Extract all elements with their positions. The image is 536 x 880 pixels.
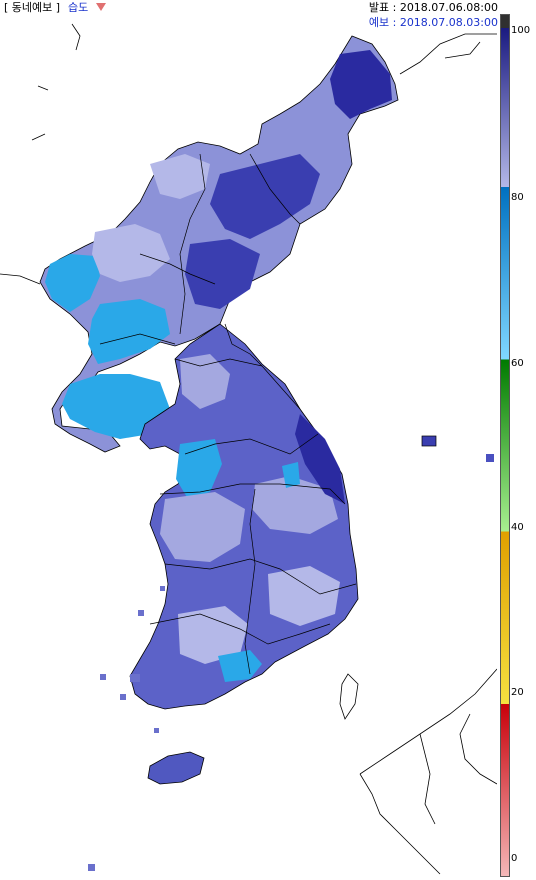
- jeju-island: [147, 751, 205, 785]
- humidity-patch-light-sk1: [180, 354, 230, 409]
- dokdo-island: [486, 454, 494, 462]
- humidity-patch-light-sk5: [178, 606, 248, 664]
- valid-time-label: 예보 : 2018.07.08.03:00: [368, 16, 498, 29]
- humidity-patch-cyan-nw: [45, 254, 100, 312]
- humidity-patch-cyan-w: [88, 299, 170, 364]
- japan-coastline: [339, 668, 497, 875]
- southwest-islands: [88, 586, 165, 871]
- issued-time-label: 발표 : 2018.07.06.08:00: [368, 1, 498, 14]
- dropdown-triangle-icon[interactable]: [96, 3, 106, 11]
- humidity-legend-scale: [500, 14, 510, 877]
- humidity-patch-dark-ne: [330, 50, 392, 119]
- humidity-map: [0, 23, 497, 875]
- legend-tick: 100: [511, 25, 531, 36]
- humidity-patch-cyan-sw: [62, 374, 170, 439]
- legend-tick: 40: [511, 522, 524, 533]
- humidity-patch-dark-center: [185, 239, 260, 309]
- variable-label[interactable]: 습도: [68, 1, 89, 14]
- humidity-patch-cyan-sk: [176, 439, 222, 499]
- humidity-patch-light-sk2: [160, 492, 245, 562]
- humidity-patch-cyan-south: [218, 650, 262, 682]
- humidity-patch-cyan-east: [282, 462, 300, 488]
- mainland-coastline: [0, 23, 497, 285]
- humidity-patch-dark-n: [210, 154, 320, 239]
- legend-gradient: [501, 15, 509, 876]
- humidity-patch-light-nw: [92, 224, 170, 282]
- forecast-type-label: [ 동네예보 ]: [4, 1, 61, 14]
- humidity-patch-dark-east: [295, 414, 345, 504]
- legend-tick: 20: [511, 687, 524, 698]
- legend-tick: 60: [511, 358, 524, 369]
- legend-tick: 80: [511, 192, 524, 203]
- ulleungdo-island: [421, 435, 437, 447]
- legend-tick: 0: [511, 853, 518, 864]
- humidity-patch-light-sk3: [252, 476, 338, 534]
- humidity-patch-light-sk4: [268, 566, 340, 626]
- humidity-patch-light-north: [150, 154, 210, 199]
- province-borders: [99, 153, 357, 675]
